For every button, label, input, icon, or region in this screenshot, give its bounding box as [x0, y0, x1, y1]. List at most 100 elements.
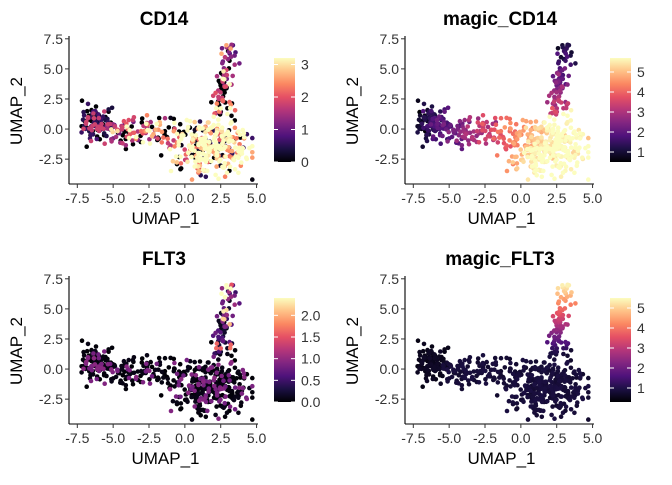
data-point [120, 124, 125, 130]
data-point [104, 133, 109, 139]
panel-title: magic_FLT3 [445, 249, 554, 270]
data-point [192, 359, 197, 365]
data-point [126, 117, 131, 123]
data-point [214, 150, 220, 156]
data-point [79, 370, 84, 375]
data-point [120, 133, 126, 138]
data-point [189, 177, 195, 182]
data-point [190, 137, 195, 142]
data-point [168, 355, 173, 361]
data-point [87, 126, 92, 131]
data-point [525, 154, 530, 160]
data-point [547, 383, 553, 389]
data-point [232, 108, 238, 113]
data-point [228, 342, 234, 348]
y-tick-label: -2.5 [375, 151, 399, 167]
data-point [178, 406, 183, 412]
data-point [445, 139, 450, 144]
data-point [153, 127, 158, 133]
data-point [557, 88, 563, 94]
data-point [510, 371, 516, 377]
colorbar-tick-label: 1.0 [301, 351, 321, 367]
data-point [555, 369, 561, 374]
data-point [549, 90, 554, 96]
data-point [554, 135, 560, 140]
data-point [130, 138, 135, 143]
x-tick-label: 0.0 [175, 430, 195, 446]
y-axis-title: UMAP_2 [343, 317, 362, 385]
data-point [197, 398, 202, 404]
data-point [200, 167, 206, 173]
data-point [230, 73, 235, 79]
data-point [130, 141, 136, 147]
data-point [149, 374, 155, 379]
data-point [575, 391, 581, 396]
data-point [224, 410, 230, 416]
data-point [192, 404, 197, 409]
data-point [565, 282, 570, 288]
data-point [558, 174, 564, 179]
colorbar-tick-label: 5 [637, 64, 645, 80]
data-point [129, 364, 134, 369]
data-point [113, 374, 119, 380]
data-point [475, 116, 481, 121]
data-point [229, 148, 235, 154]
data-point [124, 364, 129, 369]
data-point [441, 122, 447, 127]
data-point [190, 147, 195, 153]
y-tick-label: 7.5 [44, 31, 64, 47]
y-tick-label: 7.5 [380, 31, 400, 47]
data-point [154, 361, 160, 367]
data-point [485, 364, 491, 370]
data-point [218, 323, 223, 328]
data-point [562, 66, 568, 71]
data-point [219, 365, 225, 371]
data-point [242, 375, 247, 380]
x-tick-label: 0.0 [511, 430, 531, 446]
data-point [460, 364, 465, 369]
data-point [525, 372, 530, 377]
data-point [206, 139, 212, 145]
data-point [135, 129, 141, 134]
data-point [216, 78, 222, 84]
data-point [106, 347, 111, 352]
data-point [193, 159, 198, 164]
data-point [415, 130, 420, 135]
data-point [214, 404, 219, 409]
data-point [120, 364, 125, 370]
data-point [91, 356, 97, 361]
data-point [568, 167, 574, 172]
data-point [561, 111, 566, 117]
data-point [222, 84, 227, 89]
data-point [168, 115, 173, 121]
data-point [572, 410, 577, 416]
data-point [547, 138, 553, 143]
data-point [219, 386, 225, 392]
data-point [165, 140, 171, 146]
data-point [509, 394, 515, 399]
data-point [504, 143, 510, 148]
data-point [192, 388, 197, 394]
data-point [533, 119, 539, 124]
data-point [232, 125, 238, 131]
y-tick-label: 5.0 [44, 61, 64, 77]
data-point [432, 355, 438, 361]
data-point [109, 379, 114, 384]
data-point [555, 365, 561, 371]
data-point [542, 360, 547, 365]
data-point [234, 376, 239, 381]
x-tick-label: -7.5 [65, 190, 89, 206]
data-point [229, 42, 234, 48]
data-point [182, 387, 187, 392]
data-point [563, 322, 568, 327]
x-tick-label: -7.5 [401, 430, 425, 446]
data-point [466, 378, 471, 383]
data-point [448, 364, 454, 369]
data-point [222, 324, 227, 330]
data-point [497, 135, 502, 140]
y-tick-label: 2.5 [380, 91, 400, 107]
data-point [112, 124, 118, 129]
data-point [214, 130, 219, 135]
data-point [131, 130, 137, 136]
data-point [182, 147, 187, 152]
